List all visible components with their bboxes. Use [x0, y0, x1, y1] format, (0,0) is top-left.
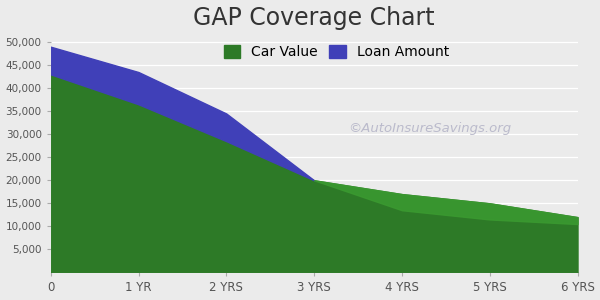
Legend: Car Value, Loan Amount: Car Value, Loan Amount — [218, 40, 455, 65]
Title: GAP Coverage Chart: GAP Coverage Chart — [193, 6, 435, 30]
Text: ©AutoInsureSavings.org: ©AutoInsureSavings.org — [349, 122, 512, 135]
